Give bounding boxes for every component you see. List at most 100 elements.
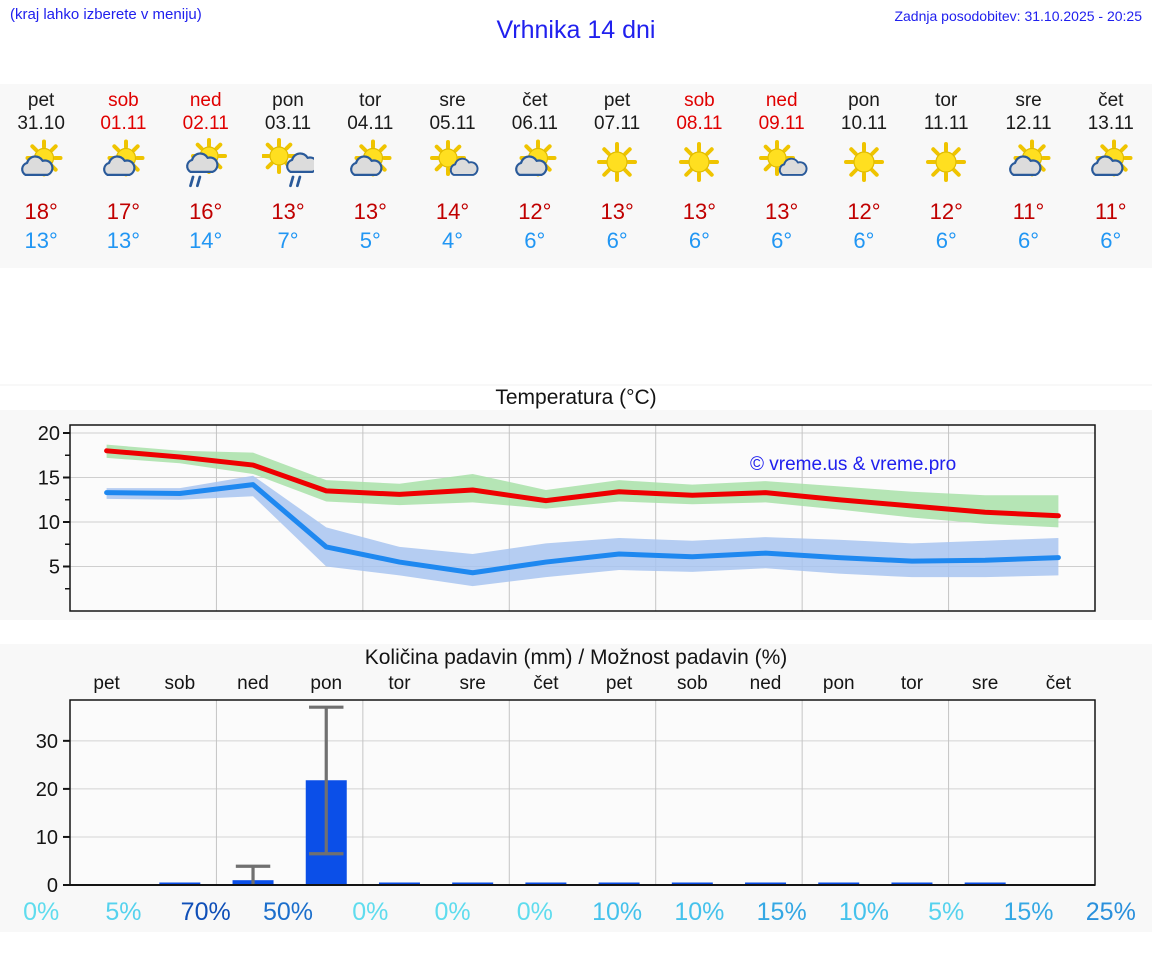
- day-forecast-cell[interactable]: ned 02.11 16° 14°: [165, 84, 247, 268]
- min-temperature-value: 13°: [106, 228, 141, 253]
- last-updated-text: Zadnja posodobitev: 31.10.2025 - 20:25: [894, 8, 1142, 24]
- precipitation-probability-value: 15%: [1003, 898, 1054, 926]
- day-forecast-cell[interactable]: pon 10.11 12° 6°: [823, 84, 905, 268]
- precipitation-probability-value: 10%: [838, 898, 889, 926]
- precipitation-day-label: sre: [972, 673, 998, 694]
- precipitation-probability-value: 10%: [592, 898, 643, 926]
- precipitation-probability-value: 15%: [756, 898, 807, 926]
- sun-behind-rain-cloud-right-icon: [247, 137, 329, 191]
- day-forecast-cell[interactable]: pet 31.10 18° 13°: [0, 84, 82, 268]
- min-temperature-value: 14°: [189, 228, 223, 253]
- day-forecast-cell[interactable]: sob 01.11 17° 13°: [82, 84, 164, 268]
- day-date-label: 07.11: [594, 113, 641, 134]
- min-temperature-value: 7°: [277, 228, 299, 253]
- day-of-week-label: pet: [27, 90, 55, 111]
- sun-icon: [576, 137, 658, 191]
- day-date-label: 01.11: [100, 113, 147, 134]
- sun-behind-cloud-icon: [82, 137, 164, 191]
- day-of-week-label: pon: [848, 90, 880, 111]
- sun-behind-cloud-icon: [329, 137, 411, 191]
- max-temperature-value: 12°: [847, 199, 881, 224]
- max-temperature-value: 11°: [1094, 199, 1127, 224]
- precipitation-probability-value: 50%: [262, 898, 313, 926]
- precipitation-bar: [891, 882, 933, 885]
- precipitation-day-label: sob: [677, 673, 708, 694]
- day-date-label: 02.11: [182, 113, 229, 134]
- min-temperature-value: 5°: [359, 228, 381, 253]
- precipitation-probability-value: 70%: [180, 898, 231, 926]
- day-date-label: 05.11: [429, 113, 476, 134]
- precipitation-probability-value: 25%: [1085, 898, 1136, 926]
- precipitation-day-label: čet: [1046, 673, 1072, 694]
- day-of-week-label: pon: [272, 90, 304, 111]
- max-temperature-value: 17°: [106, 199, 141, 224]
- max-temperature-value: 13°: [600, 199, 634, 224]
- precipitation-day-label: pet: [93, 673, 120, 694]
- precipitation-error-bar: [235, 864, 271, 885]
- precipitation-probability-row: 0% 5% 70% 50% 0% 0% 0% 10% 10% 15% 10% 5% 15% 25%: [0, 898, 1152, 938]
- svg-text:0: 0: [47, 875, 58, 897]
- svg-text:15: 15: [38, 468, 60, 490]
- min-temperature-value: 6°: [606, 228, 628, 253]
- max-temperature-value: 14°: [435, 199, 470, 224]
- max-temperature-value: 13°: [682, 199, 717, 224]
- max-temperature-value: 12°: [518, 199, 552, 224]
- page-title: Vrhnika 14 dni: [496, 16, 656, 44]
- day-date-label: 04.11: [347, 113, 394, 134]
- precipitation-probability-value: 0%: [516, 898, 553, 926]
- precipitation-day-label: ned: [237, 673, 269, 694]
- precipitation-day-label: tor: [901, 673, 924, 694]
- day-forecast-cell[interactable]: čet 13.11 11° 6°: [1070, 84, 1152, 268]
- day-of-week-label: ned: [189, 90, 222, 111]
- precipitation-probability-value: 10%: [674, 898, 725, 926]
- max-temperature-value: 11°: [1012, 199, 1045, 224]
- day-forecast-cell[interactable]: pon 03.11 13° 7°: [247, 84, 329, 268]
- svg-text:20: 20: [38, 423, 60, 445]
- day-date-label: 10.11: [840, 113, 888, 134]
- precipitation-bar: [964, 882, 1006, 885]
- page-header: (kraj lahko izberete v meniju) Vrhnika 1…: [0, 0, 1152, 48]
- day-of-week-label: tor: [359, 90, 382, 111]
- min-temperature-value: 6°: [524, 228, 546, 253]
- precipitation-probability-value: 0%: [434, 898, 471, 926]
- day-date-label: 09.11: [758, 113, 805, 134]
- sun-with-small-cloud-icon: [411, 137, 493, 191]
- day-of-week-label: sob: [684, 90, 715, 111]
- precipitation-probability-value: 0%: [352, 898, 389, 926]
- day-forecast-cell[interactable]: tor 04.11 13° 5°: [329, 84, 411, 268]
- day-forecast-cell[interactable]: sre 05.11 14° 4°: [411, 84, 493, 268]
- day-forecast-cell[interactable]: tor 11.11 12° 6°: [905, 84, 987, 268]
- precipitation-chart-panel: Količina padavin (mm) / Možnost padavin …: [0, 644, 1152, 932]
- day-date-label: 03.11: [264, 113, 312, 134]
- sun-icon: [658, 137, 740, 191]
- max-temperature-value: 13°: [353, 199, 387, 224]
- precipitation-chart: pet sob ned pon tor sre čet pet sob ned pon tor sre č…: [36, 673, 1096, 897]
- min-temperature-value: 13°: [24, 228, 58, 253]
- min-temperature-value: 4°: [442, 228, 464, 253]
- day-of-week-label: čet: [1098, 90, 1124, 111]
- sun-behind-cloud-icon: [0, 137, 82, 191]
- sun-icon: [905, 137, 987, 191]
- sun-behind-cloud-icon: [987, 137, 1069, 191]
- min-temperature-value: 6°: [688, 228, 710, 253]
- day-date-label: 11.11: [923, 113, 969, 134]
- day-forecast-cell[interactable]: čet 06.11 12° 6°: [494, 84, 576, 268]
- precipitation-day-label: sre: [459, 673, 485, 694]
- day-forecast-cell[interactable]: ned 09.11 13° 6°: [741, 84, 823, 268]
- day-forecast-cell[interactable]: sre 12.11 11° 6°: [987, 84, 1069, 268]
- precipitation-probability-value: 0%: [23, 898, 60, 926]
- day-forecast-strip: pet 31.10 18° 13° sob 01.11 17° 13° ned 02.11 16° 1…: [0, 84, 1152, 268]
- temperature-chart-title: Temperatura (°C): [0, 386, 1152, 410]
- temperature-chart: 5 10 15 20 © vreme.us & vreme.pro: [38, 423, 1096, 612]
- min-temperature-value: 6°: [771, 228, 793, 253]
- day-forecast-cell[interactable]: pet 07.11 13° 6°: [576, 84, 658, 268]
- sun-with-small-cloud-icon: [741, 137, 823, 191]
- day-of-week-label: čet: [522, 90, 548, 111]
- precipitation-bar: [598, 882, 640, 885]
- day-of-week-label: sob: [108, 90, 139, 111]
- day-of-week-label: ned: [765, 90, 798, 111]
- max-temperature-value: 16°: [189, 199, 223, 224]
- day-forecast-cell[interactable]: sob 08.11 13° 6°: [658, 84, 740, 268]
- svg-text:20: 20: [36, 779, 58, 801]
